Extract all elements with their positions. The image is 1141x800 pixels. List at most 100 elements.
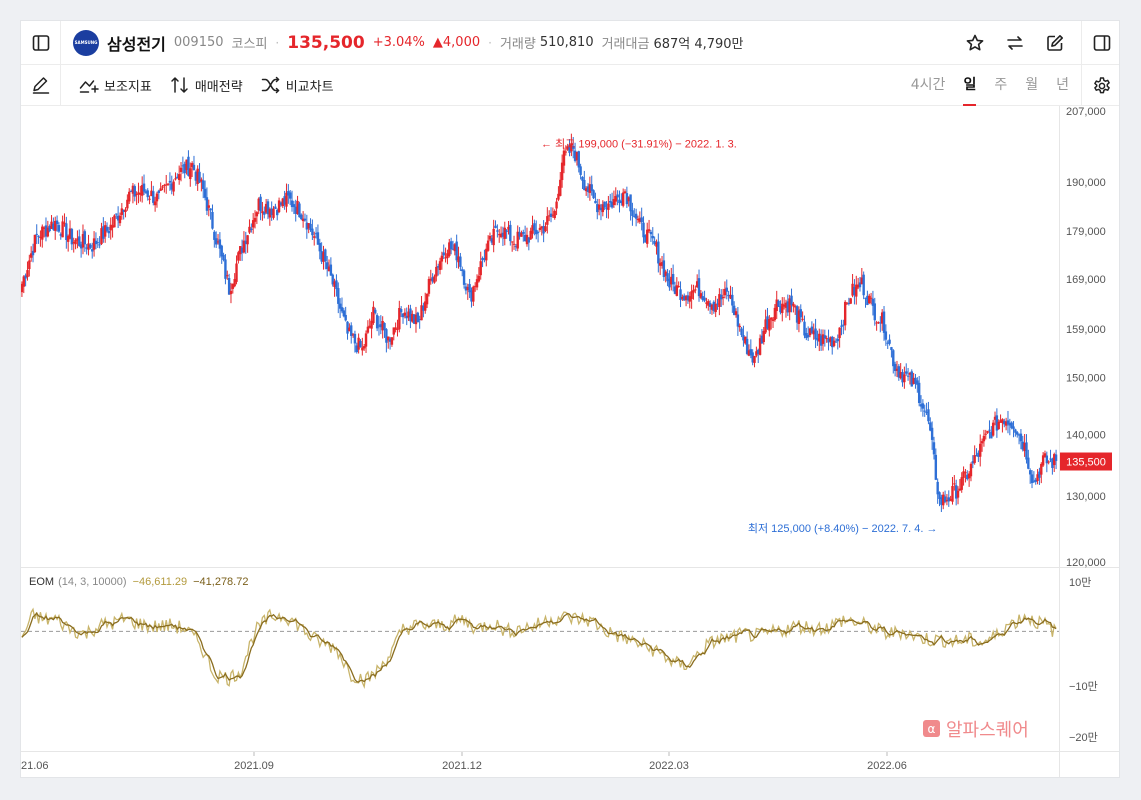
candle-body [118, 215, 122, 224]
candle-body [522, 232, 525, 234]
candle-body [165, 184, 168, 186]
candle-body [448, 242, 451, 256]
candle-body [87, 243, 90, 250]
watermark-logo-glyph: α [928, 722, 936, 736]
candle-body [559, 179, 562, 196]
edit-button[interactable] [1035, 21, 1075, 65]
candle-body [190, 163, 194, 168]
swap-button[interactable] [995, 21, 1035, 65]
candle-body [41, 226, 44, 240]
candle-body [621, 192, 625, 206]
candle-body [94, 240, 98, 245]
candle-body [383, 323, 386, 331]
favorite-button[interactable] [955, 21, 995, 65]
strategy-button[interactable]: 매매전략 [170, 76, 243, 95]
candle-body [845, 302, 849, 304]
candle-body [538, 227, 542, 230]
candle-body [694, 289, 697, 291]
tab-yearly[interactable]: 년 [1056, 77, 1069, 93]
candle-body [745, 338, 749, 354]
candle-body [1038, 471, 1041, 478]
candle-body [1023, 442, 1026, 452]
eom-legend[interactable]: EOM (14, 3, 10000) −46,611.29 −41,278.72 [29, 576, 248, 588]
candle-body [76, 238, 79, 241]
right-panel-toggle-button[interactable] [1081, 21, 1119, 65]
candle-body [468, 284, 471, 293]
time-axis-label: 21.06 [21, 760, 49, 772]
price-chart[interactable]: 207,000 190,000 179,000 169,000 159,000 150,0… [21, 106, 1120, 778]
candle-body [1053, 454, 1056, 466]
candle-body [893, 363, 897, 371]
candle-body [886, 342, 889, 344]
compare-button[interactable]: 비교차트 [261, 76, 334, 95]
candle-body [795, 306, 799, 323]
candle-body [429, 278, 432, 281]
candle-body [831, 336, 834, 348]
candle-body [24, 275, 27, 279]
left-panel-toggle-button[interactable] [21, 21, 61, 65]
candle-body [462, 270, 466, 285]
candle-body [771, 319, 775, 321]
candle-body [982, 435, 986, 442]
tab-daily[interactable]: 일 [963, 65, 976, 106]
candle-body [731, 294, 734, 306]
candle-body [472, 286, 475, 302]
candle-body [681, 296, 684, 299]
candle-body [964, 472, 967, 474]
candle-body [546, 216, 549, 225]
candle-body [688, 296, 691, 302]
candle-body [1006, 420, 1010, 425]
candle-body [231, 283, 235, 289]
candle-body [547, 215, 551, 217]
indicators-button[interactable]: 보조지표 [79, 76, 152, 95]
eom-line [21, 607, 1057, 690]
candle-body [100, 228, 103, 245]
candle-body [213, 231, 216, 240]
candle-body [66, 235, 70, 242]
candle-body [418, 319, 421, 321]
tab-4hour[interactable]: 4시간 [910, 77, 946, 93]
candle-body [766, 316, 769, 329]
candle-body [473, 285, 477, 287]
candle-body [55, 220, 59, 225]
candle-body [61, 221, 64, 238]
candle-body [866, 295, 869, 305]
candle-body [801, 318, 804, 320]
candle-body [888, 339, 891, 344]
tab-weekly[interactable]: 주 [994, 77, 1008, 93]
candle-body [300, 214, 303, 220]
candle-body [375, 315, 379, 329]
drawing-tool-button[interactable] [21, 64, 61, 106]
stock-name[interactable]: 삼성전기 [107, 34, 166, 54]
candle-body [133, 186, 136, 197]
change-amount: ▲4,000 [432, 35, 481, 50]
candle-body [116, 215, 120, 221]
candle-body [26, 270, 29, 278]
candle-body [459, 256, 462, 267]
candle-body [390, 337, 394, 345]
candle-body [562, 150, 566, 166]
candle-body [1019, 433, 1023, 442]
time-axis-label: 2022.06 [867, 760, 907, 772]
candle-body [779, 306, 782, 313]
tab-monthly[interactable]: 월 [1025, 77, 1039, 93]
candle-body [695, 281, 699, 288]
price-axis-label: 207,000 [1066, 106, 1106, 118]
candle-body [346, 321, 349, 334]
candle-body [314, 233, 318, 235]
candle-body [457, 256, 460, 263]
candle-body [1025, 442, 1028, 460]
candle-body [671, 274, 675, 285]
candle-body [122, 209, 125, 212]
price-axis-label: 140,000 [1066, 429, 1106, 441]
candle-body [303, 218, 307, 221]
candle-body [331, 274, 334, 285]
candle-body [747, 350, 751, 356]
candle-body [810, 326, 814, 333]
chart-settings-button[interactable] [1081, 65, 1119, 106]
candle-body [250, 228, 253, 230]
candle-body [405, 315, 408, 319]
amount-value: 687억 4,790만 [653, 37, 744, 52]
candle-body [449, 241, 453, 250]
candle-body [527, 237, 531, 243]
